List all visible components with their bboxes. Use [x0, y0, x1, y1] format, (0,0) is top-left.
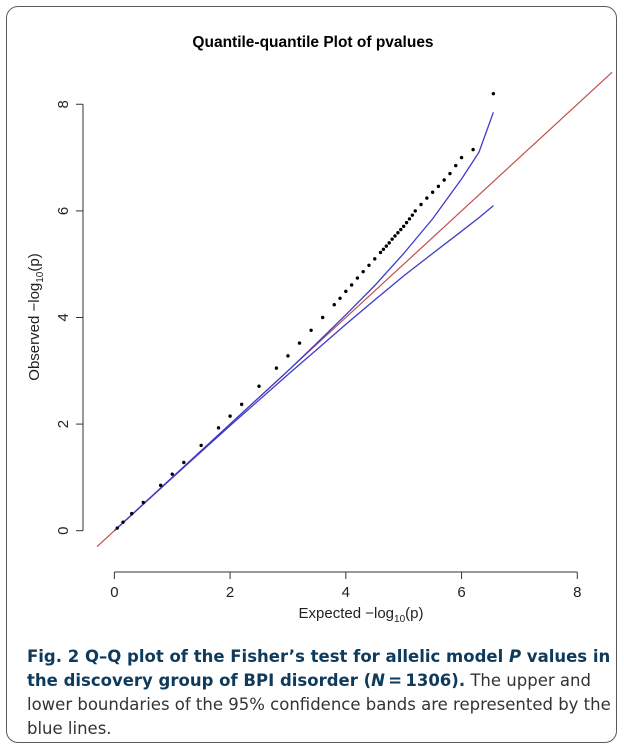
observed-point	[454, 163, 458, 168]
observed-point	[361, 269, 365, 274]
observed-point	[286, 354, 290, 358]
observed-point	[320, 315, 325, 320]
observed-point	[344, 289, 348, 294]
caption-body: The upper and lower boundaries of the 95…	[27, 671, 611, 738]
y-tick-label: 0	[55, 527, 72, 535]
observed-point	[338, 296, 342, 301]
observed-point	[399, 227, 403, 232]
observed-point	[378, 250, 383, 255]
figure-caption: Fig. 2 Q–Q plot of the Fisher’s test for…	[27, 645, 616, 741]
x-tick-label: 4	[342, 584, 350, 601]
observed-point	[199, 443, 203, 448]
observed-point	[442, 178, 446, 182]
observed-point	[471, 147, 475, 152]
observed-point	[404, 220, 409, 225]
observed-point	[430, 190, 435, 194]
observed-point	[410, 213, 415, 217]
x-tick-label: 0	[110, 584, 118, 601]
observed-point	[373, 257, 377, 261]
y-tick-label: 6	[55, 207, 72, 215]
observed-point	[158, 483, 163, 488]
observed-point	[396, 231, 400, 235]
observed-point	[459, 155, 464, 160]
chart-title: Quantile-quantile Plot of pvalues	[192, 34, 433, 51]
y-axis-label: Observed −log10(p)	[26, 253, 46, 380]
observed-point	[381, 247, 386, 251]
observed-points-layer	[115, 91, 496, 530]
observed-point	[182, 460, 186, 465]
y-tick-label: 8	[55, 100, 72, 108]
observed-point	[239, 402, 244, 407]
observed-point	[384, 244, 389, 248]
observed-point	[257, 384, 261, 388]
observed-point	[367, 263, 371, 267]
caption-lead: Fig. 2 Q–Q plot of the Fisher’s test for…	[27, 647, 611, 690]
observed-point	[141, 500, 145, 505]
observed-point	[332, 303, 336, 307]
observed-point	[309, 328, 313, 332]
observed-point	[407, 217, 412, 221]
x-tick-label: 8	[573, 584, 581, 601]
axes-layer: 0 2 4 6 8 0 2 4 6 8	[55, 100, 581, 601]
x-tick-label: 6	[457, 584, 465, 601]
observed-point	[130, 511, 134, 516]
observed-point	[115, 526, 119, 530]
observed-point	[393, 234, 397, 238]
observed-point	[425, 196, 429, 200]
observed-point	[390, 237, 394, 241]
qq-plot: Quantile-quantile Plot of pvalues 0 2 4 6 80…	[26, 34, 613, 625]
observed-point	[228, 414, 232, 418]
observed-point	[491, 91, 496, 96]
x-tick-label: 2	[226, 584, 234, 601]
y-tick-label: 4	[55, 313, 72, 321]
observed-point	[297, 341, 302, 345]
observed-point	[216, 426, 221, 430]
upper-confidence-band	[113, 112, 495, 532]
observed-point	[401, 224, 406, 229]
observed-point	[170, 472, 174, 476]
observed-point	[349, 283, 354, 287]
observed-point	[387, 241, 391, 245]
lower-confidence-band	[113, 205, 494, 532]
observed-point	[448, 171, 452, 176]
observed-point	[436, 184, 441, 189]
observed-point	[419, 202, 423, 207]
observed-point	[355, 276, 360, 280]
y-tick-label: 2	[55, 420, 72, 428]
observed-point	[274, 366, 279, 370]
confidence-band-layer	[113, 112, 495, 532]
x-axis-label: Expected −log10(p)	[299, 605, 424, 625]
observed-point	[413, 209, 417, 213]
observed-point	[121, 520, 125, 524]
